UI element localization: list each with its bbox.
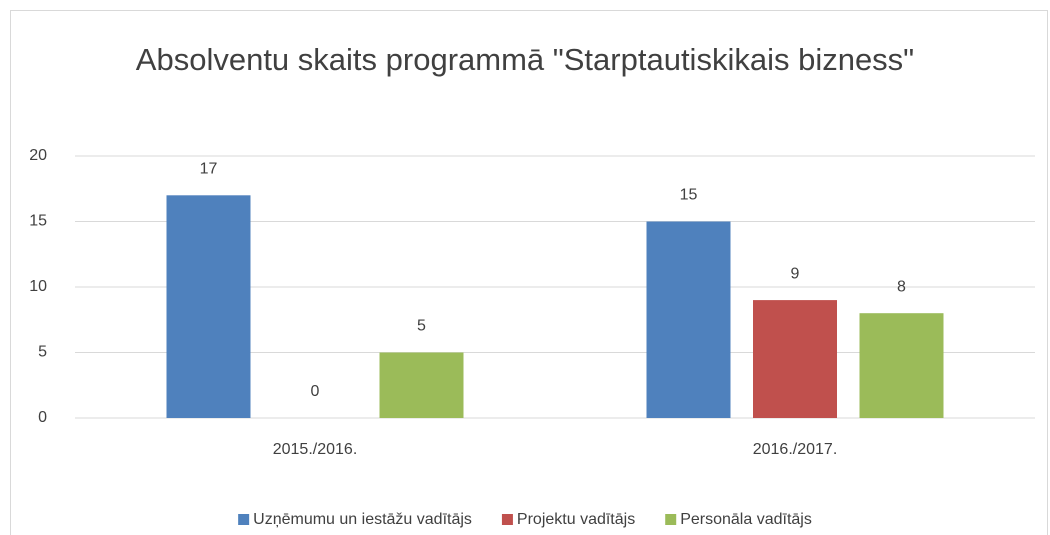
chart-border [10, 10, 1048, 535]
chart-title: Absolventu skaits programmā "Starptautis… [135, 42, 915, 77]
bar [379, 352, 464, 418]
legend-swatch [238, 514, 250, 525]
bar [166, 195, 251, 418]
legend-label: Uzņēmumu un iestāžu vadītājs [253, 511, 472, 528]
legend-label: Personāla vadītājs [680, 511, 812, 528]
data-label: 9 [791, 265, 800, 282]
data-label: 15 [680, 187, 698, 204]
data-label: 8 [897, 278, 906, 295]
y-tick-label: 20 [29, 147, 47, 164]
y-tick-label: 15 [29, 213, 47, 230]
y-tick-label: 5 [38, 344, 47, 361]
y-tick-label: 10 [29, 278, 47, 295]
data-label: 17 [200, 161, 218, 178]
legend-swatch [665, 514, 677, 525]
x-tick-label: 2015./2016. [273, 441, 358, 458]
bar [753, 300, 837, 418]
y-tick-label: 0 [38, 409, 47, 426]
bar [646, 221, 731, 418]
legend-label: Projektu vadītājs [517, 511, 635, 528]
legend-swatch [501, 514, 513, 525]
data-label: 0 [311, 383, 320, 400]
bar [859, 313, 944, 418]
x-tick-label: 2016./2017. [753, 441, 838, 458]
data-label: 5 [417, 318, 426, 335]
